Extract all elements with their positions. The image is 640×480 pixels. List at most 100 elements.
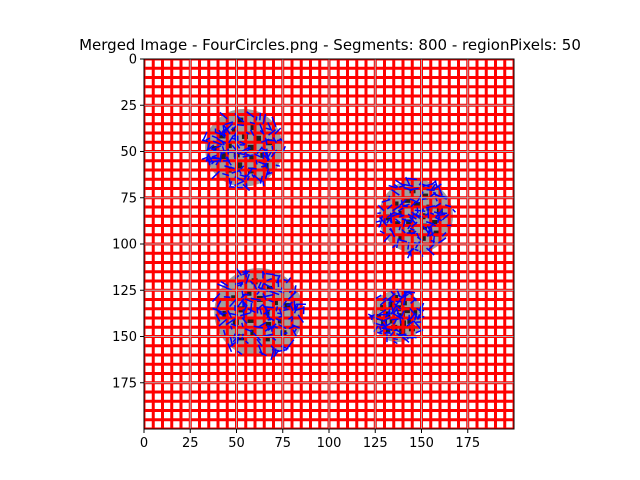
boundary-stroke-circle-3 — [225, 318, 236, 326]
y-tick-label: 150 — [112, 330, 137, 345]
boundary-stroke-circle-1 — [253, 174, 262, 182]
boundary-stroke-circle-1 — [236, 123, 245, 127]
y-tick-label: 125 — [112, 284, 137, 299]
boundary-stroke-circle-2 — [434, 216, 443, 222]
boundary-stroke-circle-1 — [224, 165, 235, 170]
circle-dark-pixel — [411, 309, 418, 316]
boundary-stroke-circle-3 — [227, 343, 233, 353]
y-axis: 0 25 50 75 100 125 150 175 — [112, 53, 144, 391]
boundary-stroke-circle-4 — [378, 326, 382, 331]
boundary-stroke-circle-1 — [260, 147, 268, 152]
boundary-stroke-circle-3 — [236, 350, 243, 356]
boundary-stroke-circle-1 — [219, 151, 223, 163]
boundary-stroke-circle-4 — [393, 340, 398, 345]
boundary-stroke-circle-4 — [381, 327, 392, 331]
circle-dark-pixel — [249, 155, 256, 162]
boundary-stroke-circle-2 — [410, 199, 419, 208]
boundary-stroke-circle-2 — [441, 213, 450, 221]
boundary-stroke-circle-3 — [285, 277, 292, 284]
boundary-stroke-circle-3 — [262, 304, 268, 311]
boundary-stroke-circle-1 — [242, 154, 254, 158]
boundary-stroke-circle-3 — [274, 274, 281, 277]
boundary-stroke-circle-3 — [270, 350, 275, 361]
x-axis: 0 25 50 75 100 125 150 175 — [140, 429, 480, 451]
boundary-stroke-circle-4 — [391, 318, 399, 321]
boundary-stroke-circle-4 — [401, 336, 406, 340]
boundary-stroke-circle-4 — [409, 307, 415, 315]
chart-title: Merged Image - FourCircles.png - Segment… — [79, 36, 581, 54]
boundary-stroke-circle-1 — [262, 180, 265, 187]
x-tick-label: 150 — [409, 436, 434, 451]
boundary-stroke-circle-3 — [225, 287, 233, 291]
boundary-stroke-circle-1 — [249, 129, 255, 137]
circle-dark-pixel — [431, 219, 438, 226]
boundary-stroke-circle-3 — [245, 340, 249, 345]
boundary-stroke-circle-1 — [231, 169, 241, 174]
boundary-stroke-circle-2 — [441, 231, 447, 237]
boundary-stroke-circle-2 — [407, 247, 415, 254]
boundary-stroke-circle-1 — [263, 162, 268, 167]
circle-dark-pixel — [211, 146, 218, 153]
boundary-stroke-circle-2 — [375, 220, 381, 223]
boundary-stroke-circle-2 — [402, 183, 414, 188]
boundary-stroke-circle-3 — [256, 338, 263, 347]
x-tick-label: 0 — [140, 436, 148, 451]
boundary-stroke-circle-1 — [239, 165, 245, 170]
boundary-stroke-circle-3 — [253, 325, 264, 329]
boundary-stroke-circle-3 — [243, 305, 248, 312]
boundary-stroke-circle-3 — [265, 327, 273, 332]
boundary-stroke-circle-3 — [270, 345, 275, 350]
boundary-stroke-circle-2 — [388, 184, 397, 189]
boundary-stroke-circle-3 — [240, 293, 247, 299]
boundary-stroke-circle-3 — [241, 322, 244, 328]
boundary-stroke-circle-2 — [414, 209, 426, 212]
boundary-stroke-circle-1 — [259, 112, 262, 121]
boundary-stroke-circle-1 — [211, 160, 216, 165]
boundary-stroke-circle-4 — [383, 319, 388, 326]
boundary-stroke-circle-4 — [413, 320, 421, 330]
y-tick-label: 100 — [112, 238, 137, 253]
boundary-stroke-circle-1 — [267, 122, 273, 132]
boundary-stroke-circle-1 — [274, 127, 282, 135]
boundary-stroke-circle-3 — [267, 325, 275, 329]
boundary-stroke-circle-1 — [259, 123, 264, 134]
boundary-stroke-circle-2 — [438, 186, 443, 196]
boundary-stroke-circle-2 — [414, 248, 419, 252]
boundary-stroke-circle-1 — [249, 121, 256, 125]
boundary-stroke-circle-1 — [254, 153, 261, 158]
boundary-stroke-circle-3 — [222, 329, 226, 336]
boundary-stroke-circle-3 — [216, 300, 222, 308]
boundary-stroke-circle-2 — [452, 208, 457, 213]
y-tick-label: 0 — [129, 53, 137, 68]
boundary-stroke-circle-3 — [272, 325, 279, 329]
boundary-stroke-circle-2 — [410, 230, 417, 235]
boundary-stroke-circle-4 — [393, 337, 398, 341]
boundary-stroke-circle-3 — [267, 317, 272, 321]
boundary-stroke-circle-1 — [264, 168, 270, 180]
boundary-stroke-circle-4 — [393, 303, 402, 310]
boundary-stroke-circle-4 — [376, 308, 387, 317]
boundary-stroke-circle-3 — [280, 287, 283, 292]
boundary-stroke-circle-2 — [429, 191, 437, 198]
boundary-stroke-circle-1 — [206, 157, 209, 162]
boundary-stroke-circle-2 — [411, 221, 418, 228]
boundary-stroke-circle-1 — [242, 183, 251, 192]
boundary-stroke-circle-3 — [259, 287, 267, 291]
boundary-stroke-circle-3 — [240, 312, 251, 317]
boundary-stroke-circle-1 — [212, 154, 218, 158]
boundary-stroke-circle-1 — [251, 173, 255, 179]
boundary-stroke-circle-1 — [246, 168, 253, 178]
boundary-stroke-circle-3 — [229, 336, 234, 347]
boundary-stroke-circle-3 — [256, 291, 260, 296]
boundary-stroke-circle-1 — [206, 141, 211, 152]
boundary-stroke-circle-2 — [391, 189, 400, 196]
x-tick-label: 75 — [274, 436, 291, 451]
boundary-stroke-circle-3 — [268, 299, 274, 303]
boundary-stroke-circle-3 — [262, 294, 274, 298]
circle-dark-pixel — [388, 301, 395, 308]
circle-dark-pixel — [404, 196, 411, 203]
boundary-stroke-circle-3 — [242, 271, 248, 276]
circle-dark-pixel — [263, 335, 270, 342]
boundary-stroke-circle-2 — [426, 247, 435, 256]
boundary-stroke-circle-2 — [401, 218, 413, 223]
